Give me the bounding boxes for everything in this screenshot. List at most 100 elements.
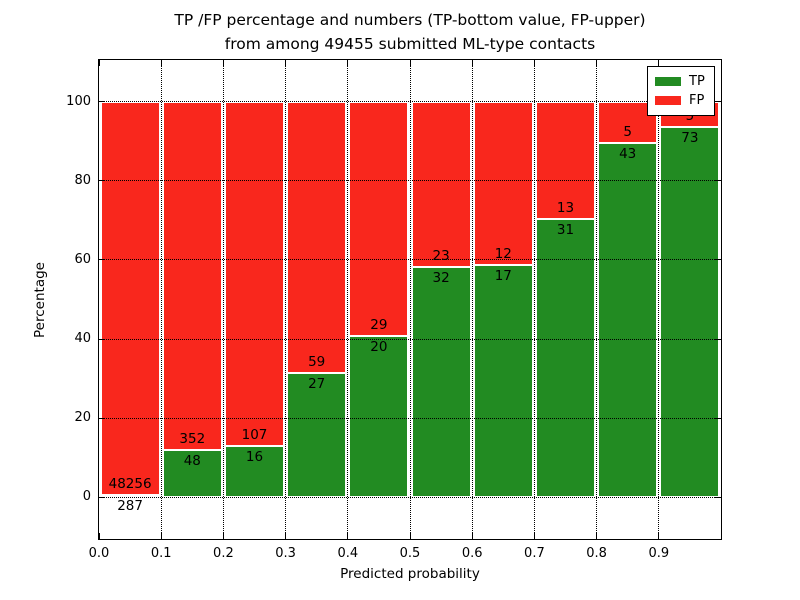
bar-segment-fp [411,101,471,268]
y-tick-label: 80 [74,172,91,188]
x-tick-label: 0.6 [461,546,483,561]
plot-area: 48256 287 352 48 107 16 59 27 29 20 23 32 12 17 13 31 5 4… [98,59,722,540]
bar-segment-fp [349,101,409,336]
gridline-horizontal [99,338,721,340]
bar-tp-count-label: 27 [308,376,326,393]
bar-segment-tp [598,142,658,498]
x-tick-mark [533,533,535,539]
y-tick-label: 0 [82,489,91,505]
y-tick-label: 60 [74,251,91,267]
y-tick-label: 20 [74,410,91,426]
gridline-vertical [533,60,535,539]
gridline-vertical [409,60,411,539]
y-tick-mark-right [715,417,721,419]
y-tick-mark [99,259,105,261]
bar-fp-count-label: 352 [179,430,206,447]
bar-fp-count-label: 107 [241,426,268,443]
bar-tp-count-label: 31 [556,221,575,238]
y-tick-mark [99,101,105,103]
x-tick-mark-top [596,60,598,66]
y-tick-mark-right [715,259,721,261]
x-tick-mark [160,533,162,539]
x-tick-mark-top [285,60,287,66]
gridline-vertical [285,60,287,539]
bar-tp-count-label: 43 [619,145,637,162]
bar-tp-count-label: 20 [370,338,388,355]
x-tick-mark-top [658,60,660,66]
bar-segment-tp [349,335,409,498]
y-tick-label: 40 [74,331,91,347]
bar-segment-tp [411,267,471,498]
x-tick-mark-top [471,60,473,66]
bar-segment-fp [224,101,285,446]
bar-fp-count-label: 12 [494,246,512,263]
gridline-vertical [347,60,349,539]
bar-fp-count-label: 5 [623,123,632,140]
x-tick-label: 0.8 [586,546,607,561]
x-axis-label: Predicted probability [340,566,480,582]
legend-label-tp: TP [689,73,705,89]
x-tick-label: 0.9 [648,546,670,561]
bar-fp-count-label: 59 [308,354,326,371]
x-tick-mark [409,533,411,539]
bar-segment-fp [162,101,222,450]
x-tick-mark-top [347,60,349,66]
bar-segment-tp [287,373,347,498]
y-tick-label: 100 [66,93,91,109]
y-tick-mark [99,338,105,340]
x-tick-label: 0.1 [150,546,172,561]
bar-segment-fp [535,101,596,219]
x-tick-mark [222,533,224,539]
bar-segment-tp [535,218,596,498]
legend: TP FP [647,66,715,116]
bar-tp-count-label: 287 [117,498,143,515]
bar-fp-count-label: 48256 [108,476,152,493]
x-tick-label: 0.3 [275,546,296,561]
gridline-vertical [596,60,598,539]
bar-tp-count-label: 17 [494,268,512,285]
x-tick-mark [98,533,100,539]
bar-fp-count-label: 29 [370,316,388,333]
y-tick-mark [99,496,105,498]
x-tick-label: 0.7 [524,546,545,561]
legend-row: FP [655,91,707,110]
gridline-vertical [658,60,660,539]
bar-fp-count-label: 23 [432,248,450,265]
x-tick-label: 0.5 [399,546,421,561]
y-tick-mark [99,417,105,419]
gridline-vertical [222,60,224,539]
x-tick-label: 0.0 [88,546,110,561]
bar-segment-fp [100,101,160,496]
bar-tp-count-label: 16 [245,448,264,465]
bar-segment-tp [100,495,160,498]
bar-segment-fp [473,101,533,266]
y-tick-mark [99,180,105,182]
chart-title-line2: from among 49455 submitted ML-type conta… [224,34,596,53]
bar-tp-count-label: 32 [432,270,450,287]
x-tick-label: 0.4 [337,546,359,561]
x-tick-mark [596,533,598,539]
gridline-horizontal [99,101,721,103]
gridline-vertical [471,60,473,539]
x-tick-mark [347,533,349,539]
y-tick-mark-right [715,338,721,340]
gridline-horizontal [99,496,721,498]
bar-tp-count-label: 48 [183,452,201,469]
bar-segment-tp [224,445,285,498]
gridline-horizontal [99,180,721,182]
y-tick-mark-right [715,180,721,182]
x-tick-mark-top [98,60,100,66]
x-tick-mark [471,533,473,539]
y-tick-mark-right [715,101,721,103]
gridline-vertical [160,60,162,539]
x-tick-mark [285,533,287,539]
chart-title-line1: TP /FP percentage and numbers (TP-bottom… [174,11,646,29]
legend-label-fp: FP [689,92,705,108]
bar-segment-fp [287,101,347,374]
x-tick-mark-top [409,60,411,66]
bar-segment-tp [473,265,533,498]
gridline-horizontal [99,259,721,261]
x-tick-mark-top [222,60,224,66]
bar-fp-count-label: 13 [556,199,575,216]
